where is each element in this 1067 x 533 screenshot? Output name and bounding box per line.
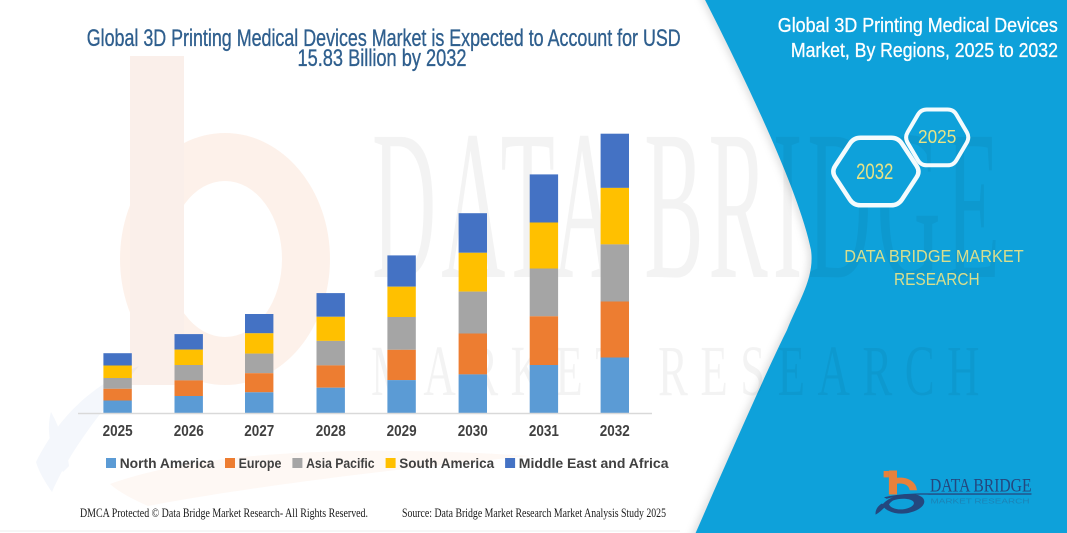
svg-text:RESEARCH: RESEARCH bbox=[894, 269, 980, 289]
svg-text:Asia Pacific: Asia Pacific bbox=[306, 455, 375, 471]
svg-text:Market, By Regions, 2025 to 20: Market, By Regions, 2025 to 2032 bbox=[791, 40, 1058, 62]
svg-text:DATA BRIDGE: DATA BRIDGE bbox=[930, 477, 1032, 497]
svg-text:North America: North America bbox=[120, 455, 215, 471]
svg-text:Source: Data Bridge Market Res: Source: Data Bridge Market Research Mark… bbox=[402, 506, 666, 520]
svg-text:2025: 2025 bbox=[918, 127, 956, 147]
svg-text:DATA BRIDGE MARKET: DATA BRIDGE MARKET bbox=[844, 246, 1024, 266]
svg-text:2028: 2028 bbox=[316, 423, 346, 440]
svg-text:Global 3D Printing Medical Dev: Global 3D Printing Medical Devices bbox=[778, 15, 1058, 37]
svg-text:2029: 2029 bbox=[387, 423, 417, 440]
svg-text:2027: 2027 bbox=[244, 423, 274, 440]
svg-text:Middle East and Africa: Middle East and Africa bbox=[519, 455, 669, 471]
svg-text:15.83 Billion by 2032: 15.83 Billion by 2032 bbox=[298, 45, 467, 72]
svg-text:DMCA Protected © Data Bridge M: DMCA Protected © Data Bridge Market Rese… bbox=[80, 506, 368, 520]
svg-text:Europe: Europe bbox=[239, 455, 282, 471]
svg-text:2026: 2026 bbox=[174, 423, 204, 440]
svg-text:2032: 2032 bbox=[600, 423, 630, 440]
svg-text:2030: 2030 bbox=[458, 423, 488, 440]
svg-text:2032: 2032 bbox=[856, 159, 893, 184]
svg-text:2031: 2031 bbox=[529, 423, 559, 440]
svg-text:Global 3D Printing Medical Dev: Global 3D Printing Medical Devices Marke… bbox=[87, 25, 681, 52]
svg-text:MARKET RESEARCH: MARKET RESEARCH bbox=[931, 496, 1030, 505]
svg-text:2025: 2025 bbox=[103, 423, 133, 440]
svg-text:South America: South America bbox=[399, 455, 494, 471]
